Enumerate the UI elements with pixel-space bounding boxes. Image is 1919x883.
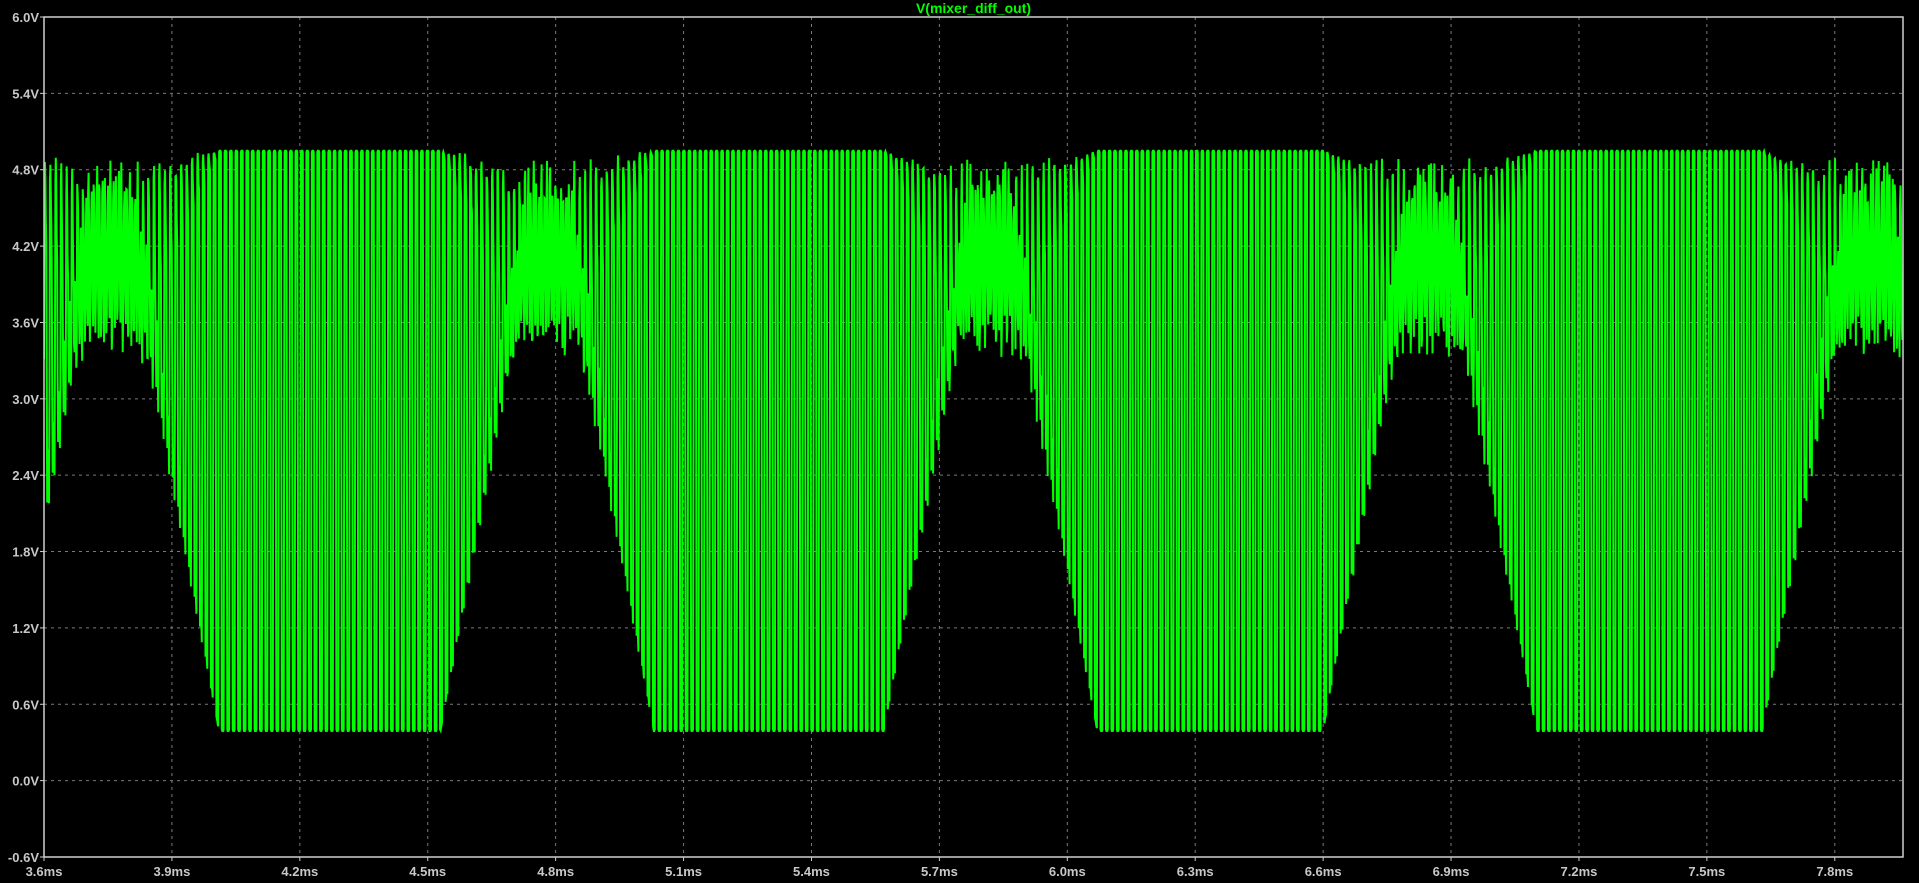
y-tick-label: 1.8V bbox=[12, 545, 39, 560]
y-tick-label: 5.4V bbox=[12, 86, 39, 101]
y-tick-label: 0.0V bbox=[12, 774, 39, 789]
x-tick-label: 3.6ms bbox=[26, 864, 63, 879]
y-tick-label: 3.6V bbox=[12, 315, 39, 330]
x-tick-label: 5.1ms bbox=[665, 864, 702, 879]
x-tick-label: 5.7ms bbox=[921, 864, 958, 879]
x-tick-label: 5.4ms bbox=[793, 864, 830, 879]
x-tick-label: 6.3ms bbox=[1177, 864, 1214, 879]
y-tick-label: 2.4V bbox=[12, 468, 39, 483]
y-tick-label: 0.6V bbox=[12, 697, 39, 712]
y-axis-ticks: 6.0V 5.4V 4.8V 4.2V 3.6V 3.0V 2.4V 1.8V 1.2V 0.6V… bbox=[8, 10, 44, 865]
y-tick-label: 1.2V bbox=[12, 621, 39, 636]
series-line-mixer-diff-out bbox=[44, 147, 1903, 734]
trace-title[interactable]: V(mixer_diff_out) bbox=[916, 0, 1031, 16]
x-tick-label: 7.2ms bbox=[1561, 864, 1598, 879]
y-tick-label: 6.0V bbox=[12, 10, 39, 25]
x-tick-label: 6.6ms bbox=[1305, 864, 1342, 879]
x-tick-label: 4.2ms bbox=[281, 864, 318, 879]
x-axis-ticks: 3.6ms 3.9ms 4.2ms 4.5ms 4.8ms 5.1ms 5.4ms 5.7ms… bbox=[26, 857, 1853, 879]
x-tick-label: 7.8ms bbox=[1816, 864, 1853, 879]
y-tick-label: 4.8V bbox=[12, 163, 39, 178]
x-tick-label: 4.8ms bbox=[537, 864, 574, 879]
waveform-trace bbox=[44, 147, 1903, 734]
x-tick-label: 7.5ms bbox=[1688, 864, 1725, 879]
y-tick-label: -0.6V bbox=[8, 850, 39, 865]
y-tick-label: 3.0V bbox=[12, 392, 39, 407]
plot-frame bbox=[43, 16, 1904, 858]
x-tick-label: 6.9ms bbox=[1433, 864, 1470, 879]
x-tick-label: 4.5ms bbox=[409, 864, 446, 879]
y-tick-label: 4.2V bbox=[12, 239, 39, 254]
x-tick-label: 6.0ms bbox=[1049, 864, 1086, 879]
x-tick-label: 3.9ms bbox=[153, 864, 190, 879]
